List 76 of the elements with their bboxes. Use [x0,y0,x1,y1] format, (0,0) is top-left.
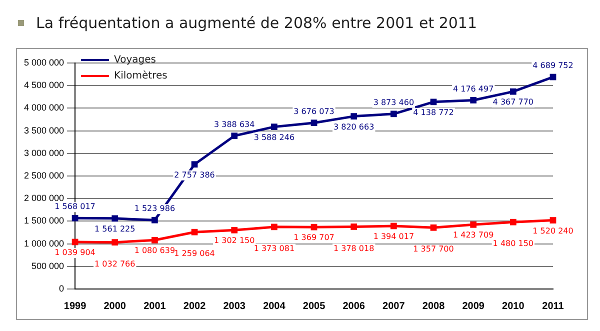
y-tick-label: 4 000 000 [24,102,64,113]
y-tick-label: 5 000 000 [24,57,64,68]
x-tick-label: 2007 [382,300,406,312]
x-tick-label: 2010 [502,300,525,312]
point [470,221,477,228]
point [112,239,118,246]
point [390,222,397,230]
x-tick-label: 2011 [542,300,564,312]
data-label: 1 423 709 [452,230,494,240]
data-label: 3 873 460 [373,98,414,107]
point [310,120,318,126]
y-tick-label: 1 000 000 [24,238,64,248]
data-label: 1 032 766 [94,259,136,268]
y-tick-label: 500 000 [31,260,64,271]
point [430,98,437,106]
point [231,226,238,234]
point [152,216,158,224]
point [112,215,118,222]
data-label: 1 302 150 [214,236,255,246]
point [72,214,78,222]
point [191,228,198,236]
data-label: 1 561 225 [94,224,136,234]
data-label: 1 369 707 [294,233,334,242]
point [271,224,278,230]
data-label: 3 388 634 [214,120,255,129]
x-tick-label: 1999 [64,300,87,312]
y-tick-label: 2 500 000 [24,170,64,180]
point [430,224,437,231]
data-label: 4 367 770 [492,98,534,107]
data-label: 4 138 772 [413,108,454,118]
data-label: 1 378 018 [333,244,374,253]
data-label: 1 039 904 [54,248,96,258]
x-tick-label: 2000 [104,300,126,312]
data-label: 3 588 246 [254,132,295,142]
x-tick-label: 2001 [144,300,166,312]
x-tick-label: 2009 [462,300,485,312]
data-label: 4 176 497 [452,84,494,94]
data-label: 1 520 240 [532,226,574,236]
data-label: 3 676 073 [294,106,334,116]
x-tick-label: 2004 [263,300,286,312]
point [191,161,198,168]
x-tick-label: 2003 [223,300,246,312]
point [152,236,158,244]
point [390,110,397,118]
x-tick-label: 2002 [183,300,206,312]
legend-label: Kilomètres [114,70,168,82]
point [231,132,238,140]
point [350,113,358,120]
y-tick-label: 1 500 000 [24,216,64,226]
data-label: 1 523 986 [134,204,176,214]
data-label: 1 259 064 [174,249,215,258]
x-tick-label: 2005 [302,300,326,312]
chart-title: La fréquentation a augmenté de 208% entre 2001 et 2011 [36,14,478,32]
x-tick-label: 2008 [422,300,446,312]
y-tick-label: 0 [59,283,64,294]
data-label: 1 480 150 [492,239,534,248]
point [310,224,318,230]
data-label: 1 357 700 [413,244,454,254]
y-tick-label: 4 500 000 [24,80,64,90]
x-tick-label: 2006 [342,300,366,312]
point [550,217,556,224]
data-label: 2 757 386 [174,170,215,180]
point [350,224,358,230]
y-tick-label: 2 000 000 [24,193,64,204]
data-label: 1 373 081 [254,244,295,254]
point [510,88,516,95]
data-label: 1 394 017 [373,232,414,242]
data-label: 1 568 017 [54,202,96,212]
point [271,124,278,130]
y-tick-label: 3 500 000 [24,125,64,136]
data-label: 3 820 663 [333,122,374,132]
data-label: 4 689 752 [532,61,574,70]
point [470,97,477,104]
point [510,218,516,226]
y-tick-label: 3 000 000 [24,148,64,158]
data-label: 1 080 639 [134,246,176,256]
